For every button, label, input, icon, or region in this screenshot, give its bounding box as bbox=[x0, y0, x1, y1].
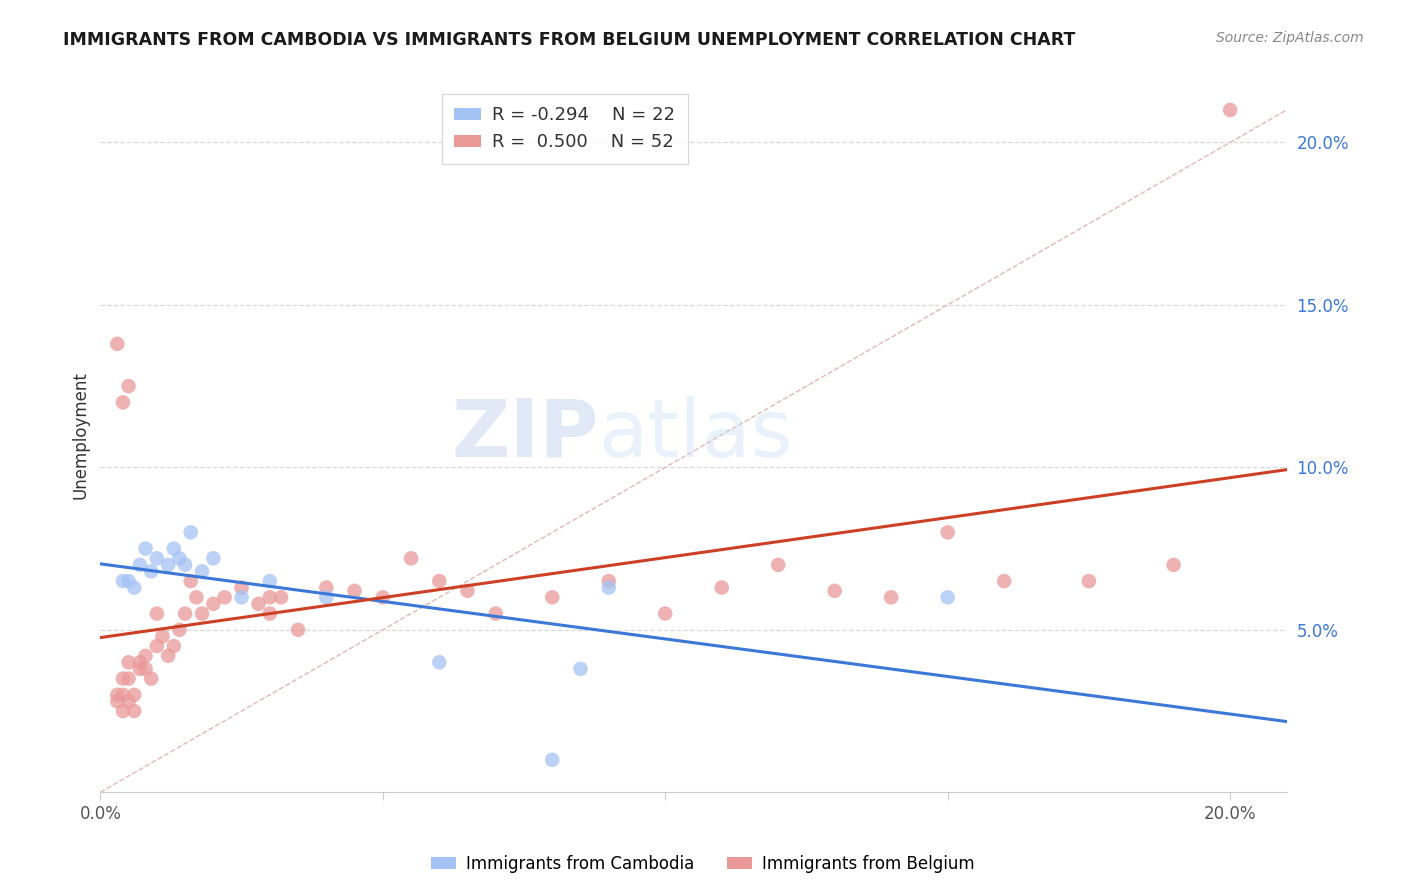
Point bbox=[163, 639, 186, 653]
Point bbox=[111, 672, 134, 686]
Y-axis label: Unemployment: Unemployment bbox=[72, 371, 89, 499]
Point bbox=[105, 688, 128, 702]
Point bbox=[174, 607, 197, 621]
Point bbox=[766, 558, 789, 572]
Point bbox=[163, 541, 186, 556]
Point bbox=[157, 558, 180, 572]
Point bbox=[111, 395, 134, 409]
Point bbox=[122, 704, 145, 718]
Point bbox=[128, 656, 150, 670]
Point bbox=[936, 525, 959, 540]
Point bbox=[128, 662, 150, 676]
Point bbox=[111, 688, 134, 702]
Point bbox=[1077, 574, 1099, 588]
Point bbox=[541, 591, 564, 605]
Point bbox=[343, 583, 366, 598]
Point bbox=[993, 574, 1015, 588]
Point bbox=[824, 583, 846, 598]
Legend: Immigrants from Cambodia, Immigrants from Belgium: Immigrants from Cambodia, Immigrants fro… bbox=[425, 848, 981, 880]
Point bbox=[135, 541, 157, 556]
Point bbox=[117, 694, 139, 708]
Point bbox=[231, 581, 253, 595]
Point bbox=[399, 551, 422, 566]
Point bbox=[485, 607, 508, 621]
Legend: R = -0.294    N = 22, R =  0.500    N = 52: R = -0.294 N = 22, R = 0.500 N = 52 bbox=[441, 94, 688, 164]
Point bbox=[457, 583, 479, 598]
Point bbox=[105, 337, 128, 351]
Point bbox=[152, 629, 174, 643]
Point bbox=[146, 551, 169, 566]
Point bbox=[270, 591, 292, 605]
Point bbox=[117, 574, 139, 588]
Point bbox=[214, 591, 236, 605]
Point bbox=[146, 639, 169, 653]
Point bbox=[231, 591, 253, 605]
Point bbox=[880, 591, 903, 605]
Point bbox=[936, 591, 959, 605]
Point bbox=[598, 574, 620, 588]
Point bbox=[128, 558, 150, 572]
Point bbox=[141, 565, 163, 579]
Point bbox=[287, 623, 309, 637]
Point bbox=[598, 581, 620, 595]
Point bbox=[157, 648, 180, 663]
Point bbox=[315, 581, 337, 595]
Point bbox=[122, 581, 145, 595]
Point bbox=[427, 574, 450, 588]
Point bbox=[569, 662, 592, 676]
Point bbox=[111, 704, 134, 718]
Text: Source: ZipAtlas.com: Source: ZipAtlas.com bbox=[1216, 31, 1364, 45]
Point bbox=[259, 591, 281, 605]
Point bbox=[371, 591, 394, 605]
Point bbox=[117, 656, 139, 670]
Point bbox=[1219, 103, 1241, 117]
Point bbox=[135, 662, 157, 676]
Point bbox=[111, 574, 134, 588]
Point bbox=[1163, 558, 1185, 572]
Point bbox=[105, 694, 128, 708]
Point bbox=[202, 551, 225, 566]
Point bbox=[169, 551, 191, 566]
Point bbox=[117, 379, 139, 393]
Point bbox=[191, 607, 214, 621]
Point bbox=[180, 525, 202, 540]
Text: ZIP: ZIP bbox=[451, 396, 599, 474]
Point bbox=[541, 753, 564, 767]
Point bbox=[259, 607, 281, 621]
Point bbox=[654, 607, 676, 621]
Point bbox=[146, 607, 169, 621]
Point bbox=[186, 591, 208, 605]
Point bbox=[427, 656, 450, 670]
Point bbox=[122, 688, 145, 702]
Point bbox=[141, 672, 163, 686]
Point bbox=[135, 648, 157, 663]
Point bbox=[202, 597, 225, 611]
Point bbox=[259, 574, 281, 588]
Text: atlas: atlas bbox=[599, 396, 793, 474]
Point bbox=[169, 623, 191, 637]
Point bbox=[315, 591, 337, 605]
Point bbox=[247, 597, 270, 611]
Point bbox=[117, 672, 139, 686]
Point bbox=[191, 565, 214, 579]
Point bbox=[174, 558, 197, 572]
Text: IMMIGRANTS FROM CAMBODIA VS IMMIGRANTS FROM BELGIUM UNEMPLOYMENT CORRELATION CHA: IMMIGRANTS FROM CAMBODIA VS IMMIGRANTS F… bbox=[63, 31, 1076, 49]
Point bbox=[710, 581, 733, 595]
Point bbox=[180, 574, 202, 588]
